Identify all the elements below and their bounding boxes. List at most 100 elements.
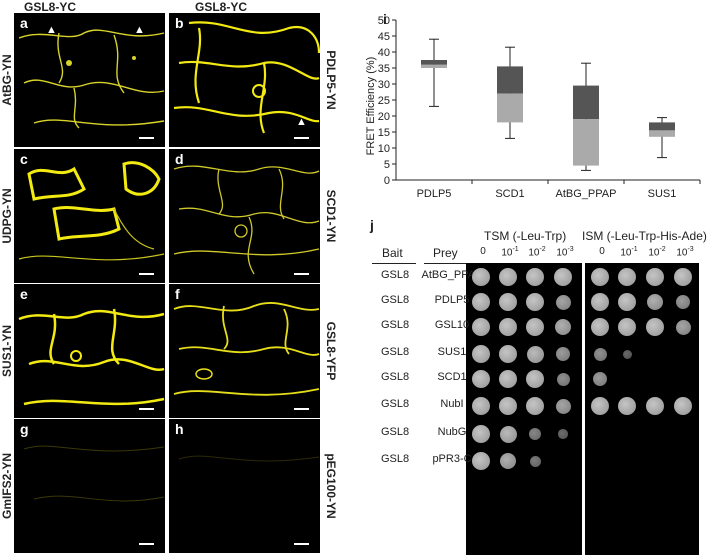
row-label-gsl8-yfp: GSL8-YFP	[324, 321, 338, 381]
bait-cell: GSL8	[381, 319, 410, 331]
row-label-scd1: SCD1-YN	[324, 189, 338, 243]
yeast-spot	[618, 318, 636, 336]
cell-outline-d	[173, 165, 320, 275]
micrograph-d: d	[169, 149, 320, 283]
dilution-exponent: -1	[512, 246, 519, 253]
panel-letter-e: e	[20, 286, 28, 302]
x-tick-label: SUS1	[648, 188, 677, 200]
cell-outline-f	[173, 302, 320, 396]
bait-cell: GSL8	[381, 294, 410, 306]
tsm-title: TSM (-Leu-Trp)	[484, 229, 567, 243]
yeast-spot	[556, 372, 570, 386]
dilution-label: 10-1	[501, 246, 519, 259]
ism-title: ISM (-Leu-Trp-His-Ade)	[582, 229, 707, 243]
prey-cell: pPR3-C	[432, 453, 472, 465]
dilution-label: 10-2	[528, 246, 546, 259]
dilution-exponent: -2	[539, 246, 546, 253]
yeast-spot	[499, 370, 517, 388]
yeast-spot	[647, 294, 663, 310]
row-label-gmifs2: GmIFS2-YN	[0, 453, 14, 520]
panel-letter-h: h	[175, 421, 184, 437]
yeast-spot	[646, 268, 664, 286]
y-tick-label: 20	[378, 111, 390, 123]
cell-outline-c	[18, 161, 165, 261]
bait-cell: GSL8	[381, 346, 410, 358]
box-upper	[421, 60, 447, 65]
prey-cell: PDLP5	[434, 294, 470, 306]
panel-letter-a: a	[20, 15, 28, 31]
prey-cell: SCD1	[437, 371, 467, 383]
yeast-spot	[499, 425, 517, 443]
y-tick-label: 50	[378, 15, 390, 27]
y-tick-label: 40	[378, 47, 390, 59]
panel-letter-i: i	[383, 11, 387, 27]
bait-cell: GSL8	[381, 453, 410, 465]
bait-cell: GSL8	[381, 398, 410, 410]
y-tick-label: 45	[378, 31, 390, 43]
yeast-spot	[472, 370, 490, 388]
yeast-spot	[499, 268, 517, 286]
header-rule	[372, 263, 416, 264]
scale-bar	[139, 273, 154, 275]
prey-cell: SUS1	[437, 346, 467, 358]
panel-letter-c: c	[20, 151, 28, 167]
yeast-spot	[555, 319, 571, 335]
prey-cell: GSL10	[434, 319, 470, 331]
box-upper	[497, 66, 523, 94]
dilution-exponent: -1	[631, 246, 638, 253]
row-label-peg100: pEG100-YN	[324, 453, 338, 519]
yeast-spot	[526, 370, 544, 388]
yeast-spot	[591, 268, 609, 286]
yeast-spot	[556, 347, 570, 361]
scale-bar	[139, 543, 154, 545]
yeast-spot	[674, 397, 692, 415]
prey-cell: AtBG_PPAP	[421, 269, 483, 281]
yeast-spot	[472, 268, 490, 286]
scale-bar	[294, 408, 309, 410]
row-label-atbg: AtBG-YN	[0, 54, 14, 106]
yeast-spot	[593, 347, 607, 361]
panel-letter-g: g	[20, 421, 29, 437]
micrograph-e: e	[14, 284, 165, 418]
x-tick-label: PDLP5	[417, 188, 452, 200]
scale-bar	[294, 543, 309, 545]
y-tick-label: 5	[384, 159, 390, 171]
box-lower	[573, 119, 599, 166]
yeast-spot	[554, 268, 572, 286]
scale-bar	[294, 273, 309, 275]
y-tick-label: 0	[384, 175, 390, 187]
column-header-left: GSL8-YC	[24, 0, 77, 14]
bait-cell: GSL8	[381, 371, 410, 383]
fret-boxplot: FRET Efficiency (%) 0 5 10 15 20 25 30 35 40 45 50…	[365, 15, 701, 200]
dilution-exponent: -2	[659, 246, 666, 253]
yeast-spot	[591, 318, 609, 336]
yeast-spot	[472, 425, 490, 443]
prey-cell: NubI	[440, 398, 464, 410]
header-rule	[424, 263, 476, 264]
yeast-spot	[499, 293, 517, 311]
yeast-spot	[591, 397, 609, 415]
cell-outline-e	[18, 308, 165, 406]
dilution-label: 10-1	[620, 246, 638, 259]
panel-letter-d: d	[175, 151, 184, 167]
yeast-spot	[472, 318, 490, 336]
yeast-spot	[526, 318, 544, 336]
arrowhead-icon: ▲	[134, 24, 145, 36]
dilution-exponent: -3	[687, 246, 694, 253]
yeast-spot	[499, 397, 517, 415]
dilution-label: 0	[480, 246, 486, 257]
yeast-spot	[499, 345, 517, 363]
prey-header: Prey	[433, 246, 458, 260]
row-label-sus1: SUS1-YN	[0, 325, 14, 378]
yeast-spot	[529, 428, 541, 440]
yeast-spot	[618, 397, 636, 415]
y-axis-label: FRET Efficiency (%)	[365, 57, 377, 156]
y-tick-label: 10	[378, 143, 390, 155]
y-tick-label: 15	[378, 127, 390, 139]
dilution-exponent: -3	[567, 246, 574, 253]
cell-outline-g	[23, 445, 165, 502]
yeast-spot	[529, 455, 541, 467]
yeast-spot	[675, 319, 691, 335]
box-upper	[573, 85, 599, 120]
bait-header: Bait	[382, 246, 403, 260]
